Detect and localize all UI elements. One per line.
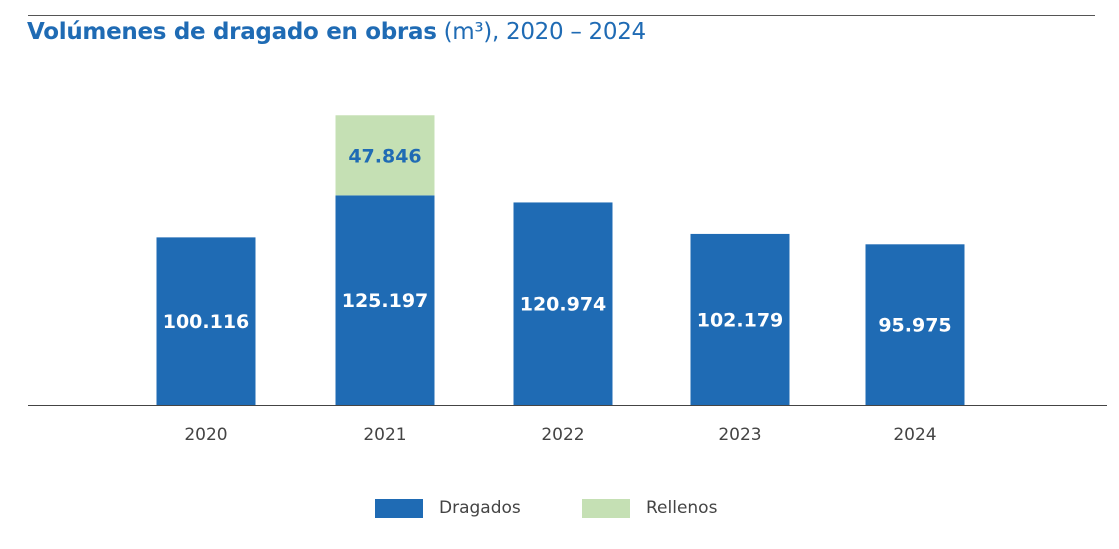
x-tick-label-2023: 2023 [718, 425, 761, 445]
bar-rellenos-2021 [335, 115, 435, 196]
legend-item-dragados: Dragados [375, 498, 521, 518]
data-label-rellenos-2021: 47.846 [348, 145, 421, 167]
data-label-dragados-2020: 100.116 [163, 311, 250, 333]
bar-dragados-2024 [865, 244, 965, 405]
x-tick-label-2020: 2020 [184, 425, 227, 445]
chart-title-unit: (m³), 2020 – 2024 [443, 19, 647, 45]
title-rule [28, 15, 1095, 16]
bar-dragados-2022 [513, 202, 613, 405]
data-label-dragados-2023: 102.179 [697, 309, 784, 331]
legend-label-rellenos: Rellenos [646, 498, 718, 518]
x-tick-label-2024: 2024 [893, 425, 936, 445]
legend-label-dragados: Dragados [439, 498, 521, 518]
bar-dragados-2021 [335, 195, 435, 405]
x-tick-label-2022: 2022 [541, 425, 584, 445]
bar-dragados-2023 [690, 233, 790, 405]
legend-item-rellenos: Rellenos [582, 498, 717, 518]
chart-title-main: Volúmenes de dragado en obras [27, 19, 437, 45]
legend-swatch-rellenos [582, 498, 630, 518]
data-label-dragados-2022: 120.974 [520, 294, 607, 316]
x-tick-label-2021: 2021 [363, 425, 406, 445]
data-label-dragados-2021: 125.197 [342, 290, 429, 312]
data-label-dragados-2024: 95.975 [878, 315, 951, 337]
legend-swatch-dragados [375, 498, 423, 518]
chart-title: Volúmenes de dragado en obras (m³), 2020… [27, 19, 646, 45]
bar-dragados-2020 [156, 237, 256, 405]
